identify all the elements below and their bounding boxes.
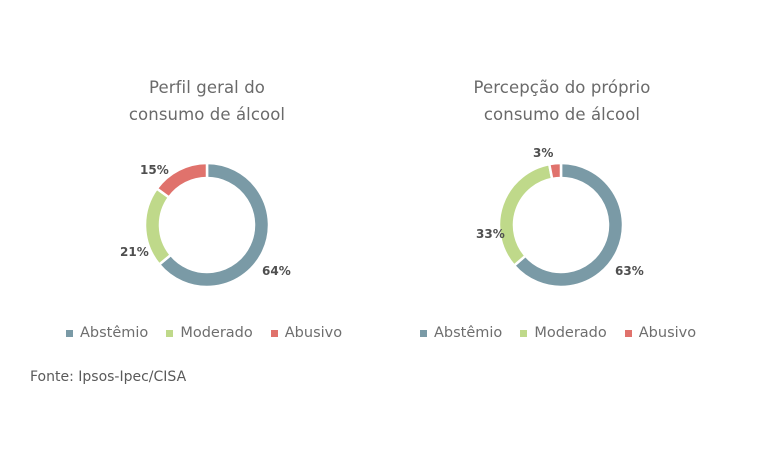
- chart2-label-moderado: 33%: [476, 227, 505, 241]
- donut-slice-abusivo: [547, 161, 563, 181]
- chart2-title-line1: Percepção do próprio: [473, 78, 651, 97]
- legend-label: Abusivo: [638, 325, 697, 341]
- legend-item-moderado: Moderado: [520, 325, 607, 341]
- chart2-legend: Abstêmio Moderado Abusivo: [420, 325, 714, 341]
- donut-slice-abstemio: [512, 161, 625, 289]
- chart2-title: Percepção do próprio consumo de álcool: [447, 74, 677, 128]
- legend-item-abstemio: Abstêmio: [66, 325, 148, 341]
- chart2-label-abstemio: 63%: [615, 264, 644, 278]
- legend-swatch-moderado: [520, 329, 528, 337]
- donut-chart-1: [143, 161, 271, 289]
- source-note: Fonte: Ipsos-Ipec/CISA: [30, 369, 187, 385]
- legend-label: Moderado: [534, 325, 607, 341]
- legend-swatch-abstemio: [66, 329, 73, 337]
- chart1-title-line2: consumo de álcool: [128, 105, 286, 124]
- donut-slice-moderado: [143, 186, 173, 267]
- donut-slice-abusivo: [155, 161, 209, 200]
- legend-swatch-abstemio: [420, 329, 427, 337]
- legend-label: Moderado: [180, 325, 253, 341]
- chart2-title-line2: consumo de álcool: [483, 105, 641, 124]
- chart1-label-abusivo: 15%: [140, 163, 169, 177]
- legend-swatch-moderado: [166, 329, 174, 337]
- chart1-legend: Abstêmio Moderado Abusivo: [66, 325, 360, 341]
- donut-slice-moderado: [497, 162, 554, 268]
- chart1-title: Perfil geral do consumo de álcool: [97, 74, 317, 128]
- chart1-label-abstemio: 64%: [262, 264, 291, 278]
- chart1-title-line1: Perfil geral do: [149, 78, 265, 97]
- legend-item-abstemio: Abstêmio: [420, 325, 502, 341]
- legend-item-abusivo: Abusivo: [270, 325, 343, 341]
- legend-label: Abstêmio: [434, 325, 503, 341]
- donut-chart-2: [497, 161, 625, 289]
- legend-item-abusivo: Abusivo: [624, 325, 697, 341]
- legend-label: Abusivo: [284, 325, 343, 341]
- chart1-label-moderado: 21%: [120, 245, 149, 259]
- legend-item-moderado: Moderado: [166, 325, 253, 341]
- legend-label: Abstêmio: [80, 325, 149, 341]
- legend-swatch-abusivo: [624, 329, 632, 337]
- legend-swatch-abusivo: [270, 329, 278, 337]
- chart2-label-abusivo: 3%: [533, 146, 553, 160]
